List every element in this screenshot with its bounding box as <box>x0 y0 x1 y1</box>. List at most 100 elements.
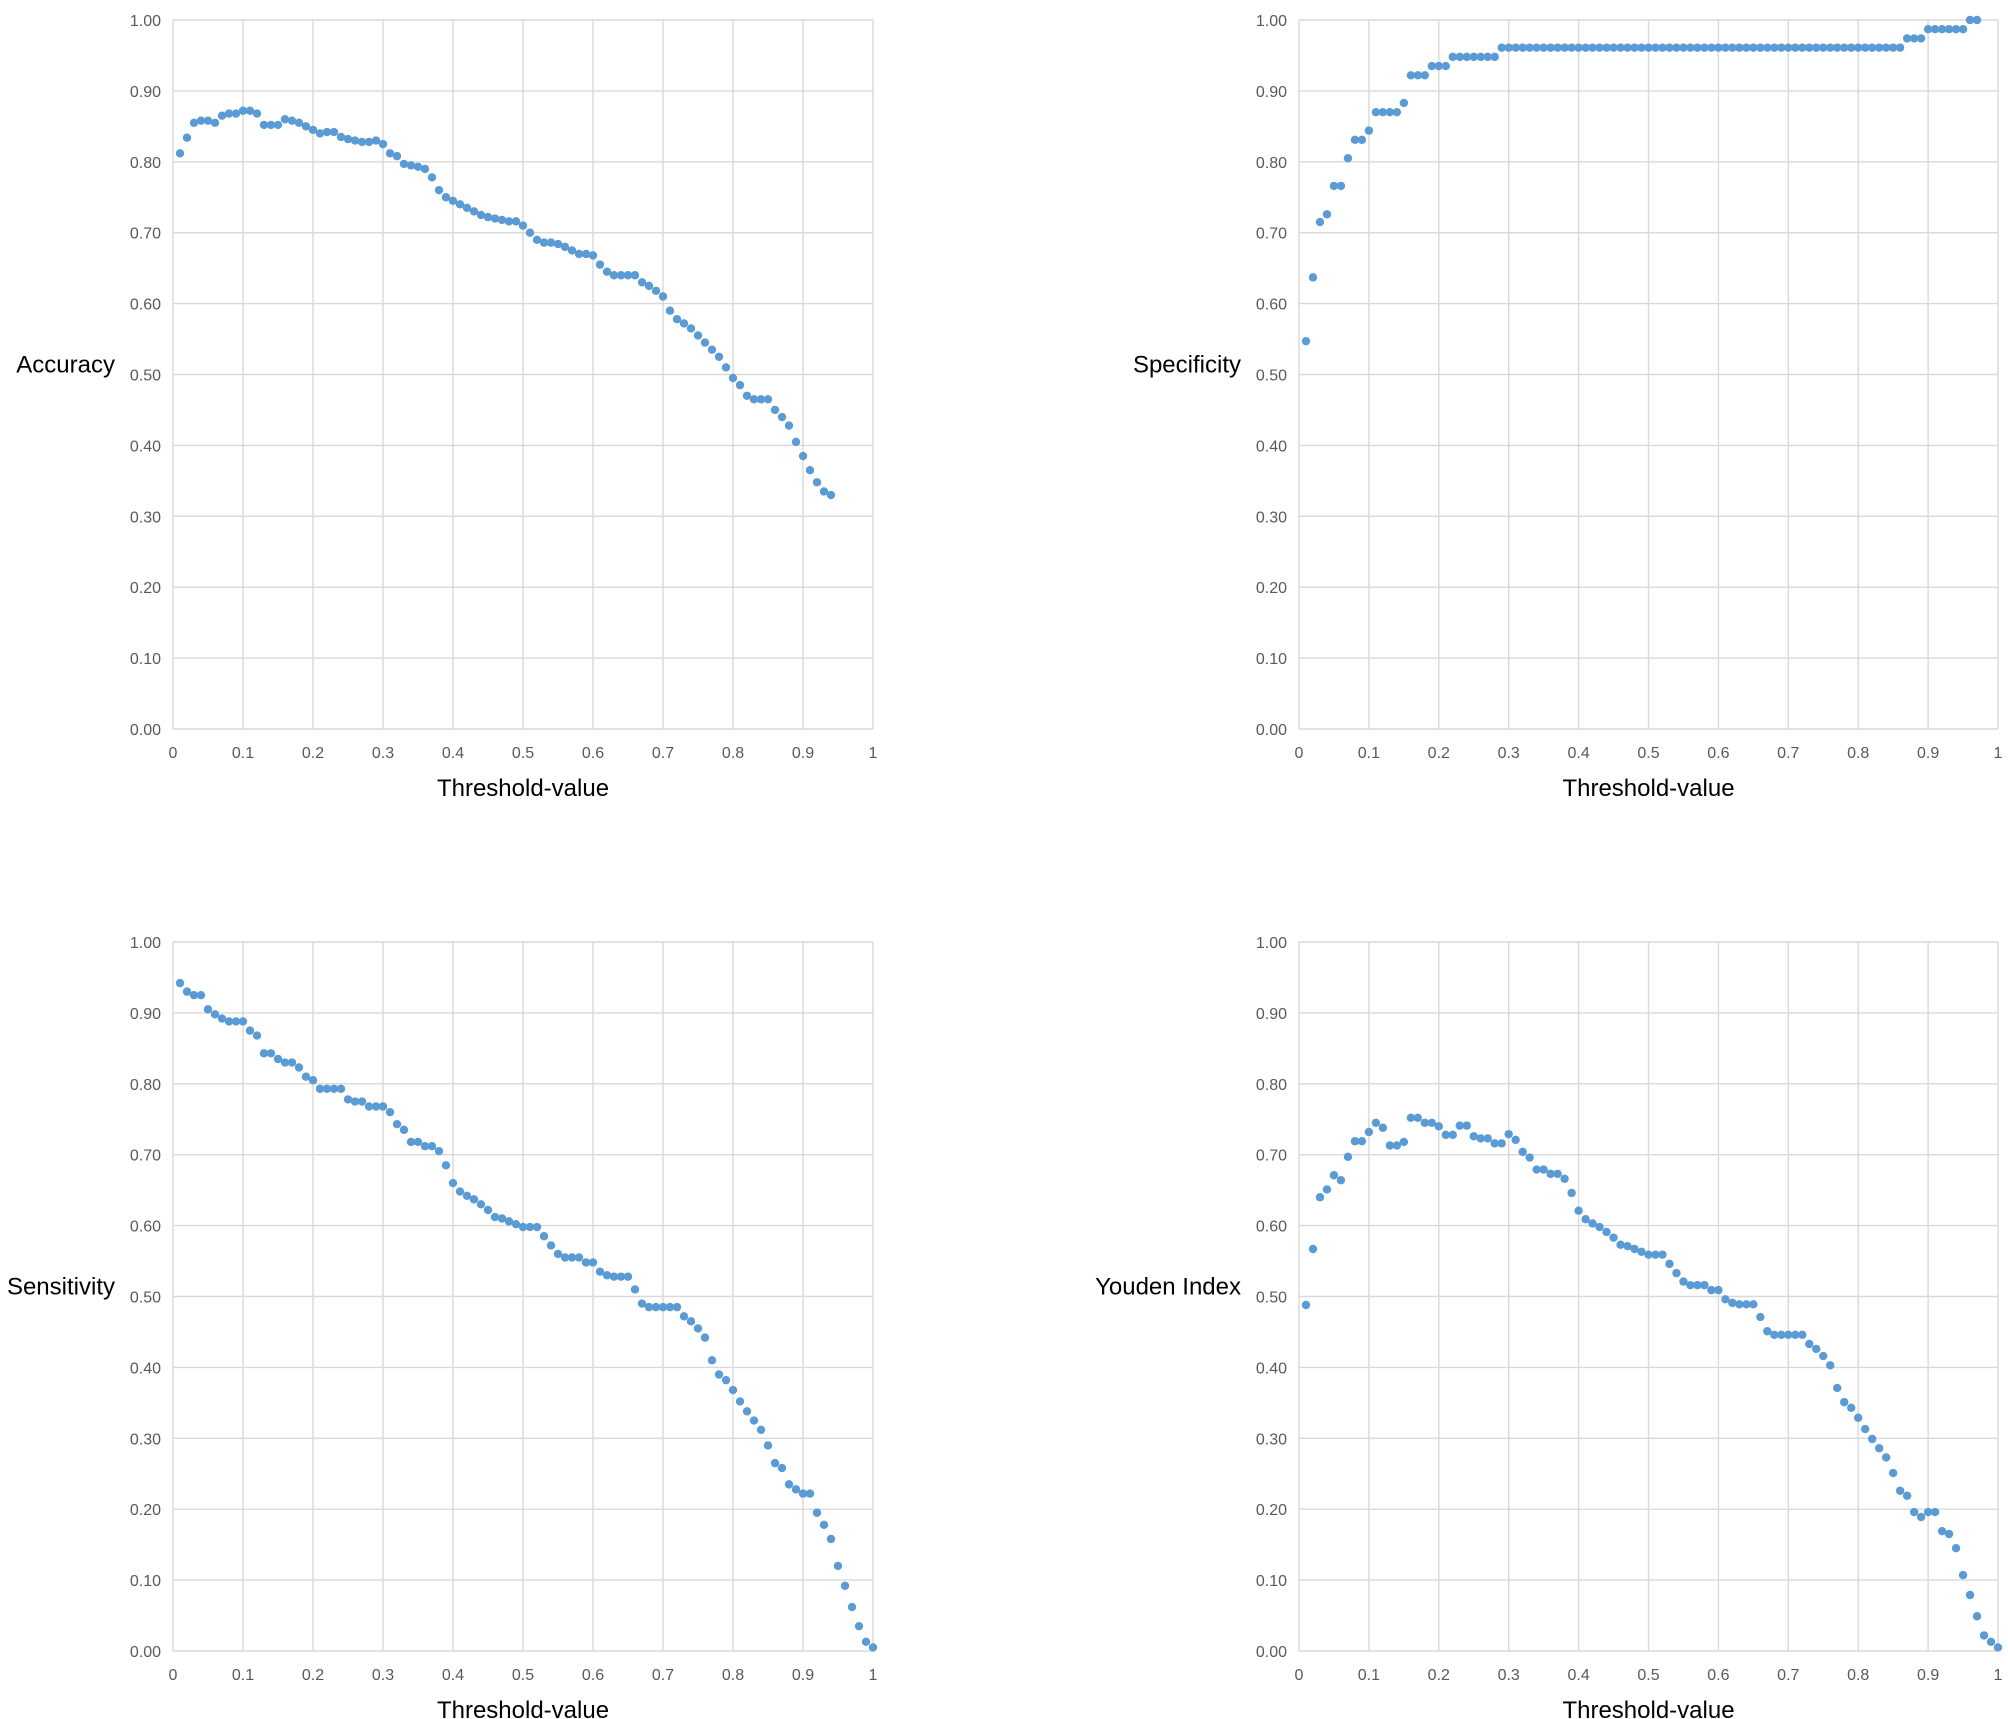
data-point <box>462 1191 472 1201</box>
y-tick-label: 0.90 <box>1256 84 1287 101</box>
data-point <box>1308 273 1318 282</box>
data-point <box>1553 43 1562 52</box>
x-tick-label: 0.1 <box>1358 745 1380 762</box>
data-point <box>1840 43 1849 52</box>
data-point <box>1350 135 1360 145</box>
data-point <box>420 164 430 174</box>
data-point <box>1623 1241 1632 1251</box>
data-point <box>595 1267 605 1276</box>
data-point <box>1441 1130 1450 1140</box>
data-point <box>1525 1153 1534 1162</box>
y-tick-label: 0.00 <box>1256 722 1287 739</box>
data-point <box>1427 61 1437 71</box>
data-point <box>1315 217 1325 227</box>
x-tick-label: 0.3 <box>372 745 394 762</box>
data-point <box>1972 1612 1982 1621</box>
data-point <box>651 286 661 296</box>
data-point <box>539 1232 549 1241</box>
y-tick-label: 0.00 <box>130 1644 161 1661</box>
data-point <box>1448 1130 1457 1140</box>
data-point <box>392 151 402 161</box>
data-point <box>483 1205 493 1215</box>
data-point <box>1735 43 1744 52</box>
data-point <box>560 1253 570 1262</box>
data-point <box>1322 210 1332 219</box>
data-point <box>364 137 374 147</box>
data-point <box>1874 43 1884 52</box>
x-tick-label: 0.6 <box>582 1667 604 1684</box>
data-point <box>707 1356 717 1365</box>
data-point <box>707 345 717 354</box>
data-point <box>1805 1339 1814 1349</box>
data-point <box>196 116 206 125</box>
y-tick-label: 0.30 <box>1256 1431 1287 1448</box>
data-point <box>1357 1137 1367 1146</box>
data-point <box>805 466 815 475</box>
data-point <box>1301 336 1311 346</box>
data-point <box>1525 43 1534 52</box>
data-point <box>1644 1250 1653 1259</box>
data-point <box>1777 43 1786 52</box>
data-point <box>1881 1453 1891 1462</box>
y-tick-label: 0.10 <box>130 1573 161 1590</box>
data-point <box>280 115 290 124</box>
data-point <box>1651 1250 1660 1259</box>
data-point <box>1798 1330 1807 1339</box>
data-point <box>441 1161 451 1170</box>
data-point <box>392 1120 402 1129</box>
data-point <box>175 149 185 158</box>
data-point <box>546 238 556 247</box>
data-point <box>1315 1193 1325 1202</box>
data-point <box>1742 1300 1751 1309</box>
data-point <box>1483 52 1492 62</box>
x-tick-label: 0.5 <box>512 1667 534 1684</box>
data-point <box>511 217 521 226</box>
data-point <box>644 1302 654 1312</box>
data-point <box>336 1084 346 1093</box>
data-point <box>1623 43 1632 52</box>
data-point <box>651 1302 661 1312</box>
data-point <box>1511 43 1520 52</box>
accuracy-chart: 0.000.100.200.300.400.500.600.700.800.90… <box>16 13 877 802</box>
data-point <box>602 1271 612 1280</box>
y-tick-label: 0.60 <box>1256 297 1287 314</box>
x-tick-label: 0.1 <box>232 745 254 762</box>
data-point <box>1902 34 1912 43</box>
data-point <box>1427 1118 1437 1127</box>
data-point <box>1546 43 1555 52</box>
data-point <box>1371 1118 1381 1127</box>
y-tick-label: 0.60 <box>130 1219 161 1236</box>
data-point <box>1336 1176 1346 1185</box>
data-point <box>1944 1529 1954 1539</box>
data-point <box>448 196 458 205</box>
data-point <box>1413 71 1423 80</box>
data-point <box>553 239 563 249</box>
data-point <box>504 1217 514 1226</box>
data-point <box>476 210 486 220</box>
x-axis-title: Threshold-value <box>1562 775 1734 802</box>
data-point <box>294 1063 304 1072</box>
data-point <box>406 161 416 170</box>
data-point <box>1763 43 1772 52</box>
data-point <box>1895 43 1905 52</box>
data-point <box>238 106 248 115</box>
data-point <box>1504 43 1513 52</box>
data-point <box>224 109 234 118</box>
data-point <box>1595 43 1604 52</box>
data-point <box>371 136 381 145</box>
data-point <box>791 437 801 447</box>
x-axis-title: Threshold-value <box>437 775 609 802</box>
data-point <box>287 116 297 125</box>
data-point <box>182 133 192 142</box>
data-point <box>868 1643 878 1652</box>
data-point <box>763 1441 773 1450</box>
data-point <box>1357 135 1367 145</box>
data-point <box>217 111 227 120</box>
data-point <box>1749 43 1758 52</box>
data-point <box>728 1385 738 1395</box>
data-point <box>1546 1169 1555 1179</box>
data-point <box>567 246 577 255</box>
data-point <box>182 987 192 996</box>
data-point <box>1588 1219 1597 1228</box>
